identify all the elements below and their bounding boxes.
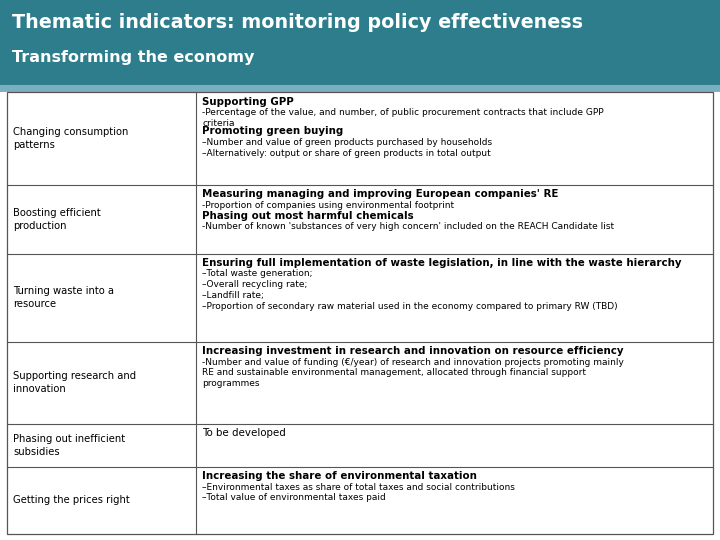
Text: -Number of known 'substances of very high concern' included on the REACH Candida: -Number of known 'substances of very hig… [202,222,614,231]
Text: Changing consumption
patterns: Changing consumption patterns [13,127,128,150]
Text: Transforming the economy: Transforming the economy [12,50,254,65]
Text: Phasing out most harmful chemicals: Phasing out most harmful chemicals [202,211,414,221]
Text: Supporting research and
innovation: Supporting research and innovation [13,372,136,394]
Text: –Total waste generation;
–Overall recycling rate;
–Landfill rate;
–Proportion of: –Total waste generation; –Overall recycl… [202,269,618,310]
Text: -Number and value of funding (€/year) of research and innovation projects promot: -Number and value of funding (€/year) of… [202,357,624,388]
Text: -Percentage of the value, and number, of public procurement contracts that inclu: -Percentage of the value, and number, of… [202,108,603,128]
Bar [0,85,720,92]
Text: Supporting GPP: Supporting GPP [202,97,294,107]
Text: Promoting green buying: Promoting green buying [202,126,343,137]
Text: –Environmental taxes as share of total taxes and social contributions
–Total val: –Environmental taxes as share of total t… [202,483,515,502]
Text: Getting the prices right: Getting the prices right [13,495,130,505]
Text: To be developed: To be developed [202,428,286,438]
Text: -Proportion of companies using environmental footprint: -Proportion of companies using environme… [202,201,454,210]
Bar [0,0,720,85]
Text: Turning waste into a
resource: Turning waste into a resource [13,286,114,309]
Text: Ensuring full implementation of waste legislation, in line with the waste hierar: Ensuring full implementation of waste le… [202,258,682,268]
Text: Boosting efficient
production: Boosting efficient production [13,208,101,231]
Bar [7,92,713,534]
Text: Phasing out inefficient
subsidies: Phasing out inefficient subsidies [13,434,125,457]
Text: Increasing investment in research and innovation on resource efficiency: Increasing investment in research and in… [202,346,624,356]
Text: Measuring managing and improving European companies' RE: Measuring managing and improving Europea… [202,189,559,199]
Text: Increasing the share of environmental taxation: Increasing the share of environmental ta… [202,471,477,481]
Text: Thematic indicators: monitoring policy effectiveness: Thematic indicators: monitoring policy e… [12,14,582,32]
Text: –Number and value of green products purchased by households
–Alternatively: outp: –Number and value of green products purc… [202,138,492,158]
